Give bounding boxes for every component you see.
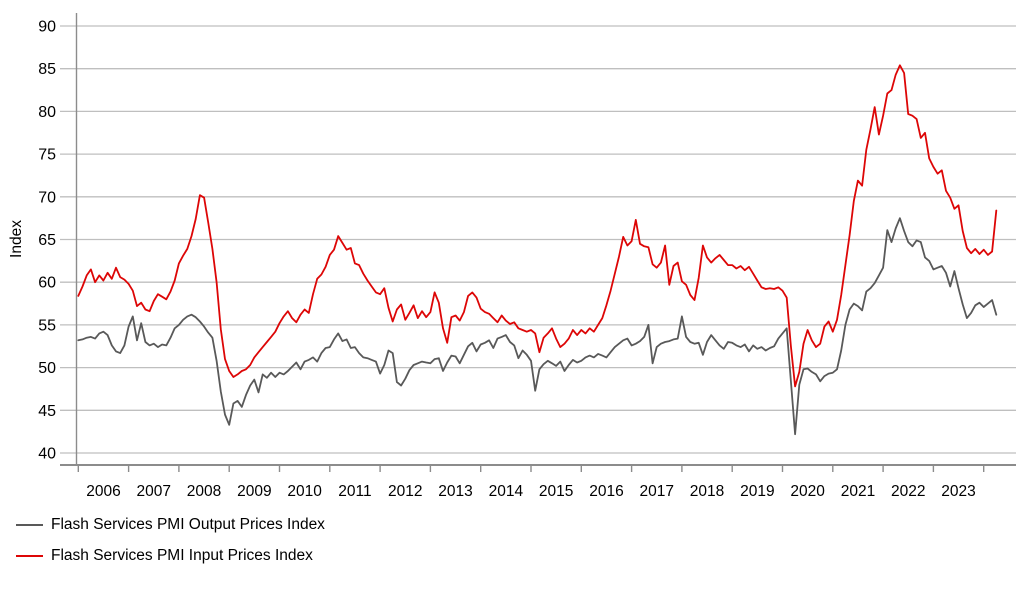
x-axis-year-label: 2018 — [690, 483, 724, 500]
y-axis-title: Index — [8, 220, 25, 258]
gridlines — [60, 25, 1016, 454]
x-axis-ticks — [77, 465, 985, 472]
x-axis-year-label: 2022 — [891, 483, 925, 500]
x-axis-year-label: 2015 — [539, 483, 573, 500]
y-axis-tick-label: 80 — [38, 104, 56, 121]
x-axis-year-label: 2008 — [187, 483, 221, 500]
y-axis-tick-label: 90 — [38, 19, 56, 36]
legend-label-output-prices: Flash Services PMI Output Prices Index — [51, 516, 325, 533]
output-prices-line — [77, 217, 998, 436]
output-prices-line-swatch — [16, 523, 43, 527]
y-axis-tick-label: 70 — [38, 189, 56, 206]
y-axis-tick-label: 55 — [38, 317, 56, 334]
legend-item-output-prices: Flash Services PMI Output Prices Index — [16, 514, 325, 536]
x-axis-year-label: 2017 — [640, 483, 674, 500]
y-axis-tick-label: 65 — [38, 232, 56, 249]
y-axis-tick-label: 50 — [38, 360, 56, 377]
y-axis-tick-label: 45 — [38, 403, 56, 420]
input-prices-line — [77, 64, 998, 388]
y-axis-tick-label: 85 — [38, 61, 56, 78]
x-axis-year-label: 2023 — [941, 483, 975, 500]
x-axis-year-label: 2021 — [841, 483, 875, 500]
x-axis-year-label: 2014 — [489, 483, 524, 500]
x-axis-year-label: 2007 — [137, 483, 171, 500]
y-axis-tick-label: 75 — [38, 147, 56, 164]
y-axis-tick-label: 40 — [38, 446, 56, 463]
x-axis-year-label: 2009 — [237, 483, 271, 500]
x-axis-year-label: 2006 — [86, 483, 120, 500]
x-axis-labels: 2006 2007 2008 2009 2010 2011 2012 2013 2014 2015… — [86, 483, 976, 500]
x-axis-year-label: 2011 — [338, 483, 371, 500]
input-prices-line-swatch — [16, 554, 43, 558]
legend-item-input-prices: Flash Services PMI Input Prices Index — [16, 545, 325, 567]
x-axis-year-label: 2013 — [438, 483, 472, 500]
y-axis-labels: 40 45 50 55 60 65 70 75 80 85 90 — [38, 19, 56, 463]
x-axis-year-label: 2010 — [287, 483, 322, 500]
legend-label-input-prices: Flash Services PMI Input Prices Index — [51, 547, 313, 564]
y-axis-tick-label: 60 — [38, 275, 56, 292]
x-axis-year-label: 2016 — [589, 483, 623, 500]
x-axis-year-label: 2012 — [388, 483, 422, 500]
chart-legend: Flash Services PMI Output Prices Index F… — [16, 514, 325, 567]
x-axis-year-label: 2019 — [740, 483, 774, 500]
x-axis-year-label: 2020 — [790, 483, 825, 500]
